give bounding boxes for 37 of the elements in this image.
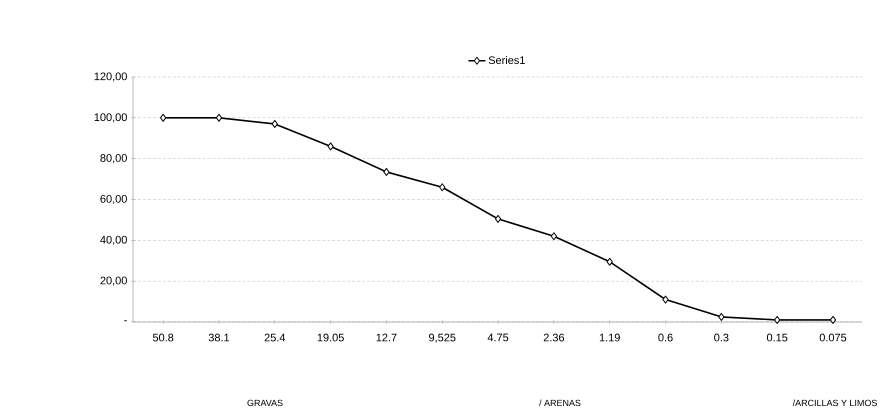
y-tick-label: 100,00 [94, 113, 127, 122]
x-tick-label: 50.8 [152, 334, 174, 342]
x-tick-label: 0.075 [820, 334, 846, 342]
text: /ARCILLAS Y LIMOS [792, 400, 877, 406]
point [494, 214, 502, 223]
y-tick-label: 20,00 [100, 276, 127, 286]
x-tick-label: 4.75 [488, 334, 508, 342]
point [550, 232, 558, 240]
y-tick-label: 40,00 [100, 236, 127, 245]
legend-label: Series1 [488, 56, 525, 64]
text: / ARENAS [539, 400, 581, 406]
point [774, 316, 780, 324]
text: GRAVAS [247, 400, 283, 406]
x-tick-label: 1.19 [600, 334, 620, 342]
x-tick-label: 2.36 [544, 334, 564, 342]
point [216, 114, 222, 122]
x-tick-label: 38.1 [208, 334, 230, 342]
x-tick-label: 9,525 [429, 334, 456, 343]
point [830, 316, 836, 324]
y-tick-label: 120,00 [94, 72, 127, 82]
point [439, 183, 446, 192]
point [327, 142, 334, 150]
y-tick-label: 80,00 [100, 154, 127, 164]
x-tick-label: 19.05 [318, 334, 344, 342]
x-tick-label: 25.4 [264, 334, 286, 342]
x-tick-label: 0.6 [658, 334, 673, 342]
point [662, 296, 669, 304]
point [272, 120, 278, 128]
x-tick-label: 0.15 [766, 334, 788, 342]
point [718, 312, 724, 321]
y-tick-label: 60,00 [100, 194, 127, 204]
point [160, 114, 166, 122]
x-tick-label: 0.3 [714, 334, 728, 342]
point [383, 168, 390, 176]
x-tick-label: 12.7 [376, 334, 397, 342]
y-tick-label: - [124, 320, 127, 322]
point [606, 258, 613, 266]
